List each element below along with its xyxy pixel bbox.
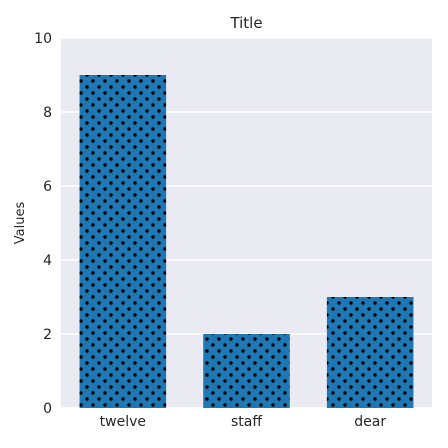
y-tick-label: 0 bbox=[43, 401, 52, 417]
bars bbox=[79, 75, 414, 408]
y-tick-label: 6 bbox=[43, 179, 52, 195]
bar-twelve bbox=[79, 75, 167, 408]
y-axis-ticks: 0 2 4 6 8 10 bbox=[34, 31, 52, 417]
y-tick-label: 8 bbox=[43, 105, 52, 121]
x-tick-label-twelve: twelve bbox=[100, 414, 146, 430]
chart-title: Title bbox=[229, 14, 262, 32]
bar-staff bbox=[203, 334, 290, 408]
y-tick-label: 2 bbox=[43, 327, 52, 343]
bar-dear bbox=[326, 297, 414, 408]
x-tick-label-dear: dear bbox=[354, 414, 386, 430]
y-tick-label: 4 bbox=[43, 253, 52, 269]
x-tick-label-staff: staff bbox=[231, 414, 262, 430]
x-axis-ticks: twelve staff dear bbox=[100, 414, 387, 430]
y-axis-label: Values bbox=[13, 202, 28, 245]
y-tick-label: 10 bbox=[34, 31, 52, 47]
